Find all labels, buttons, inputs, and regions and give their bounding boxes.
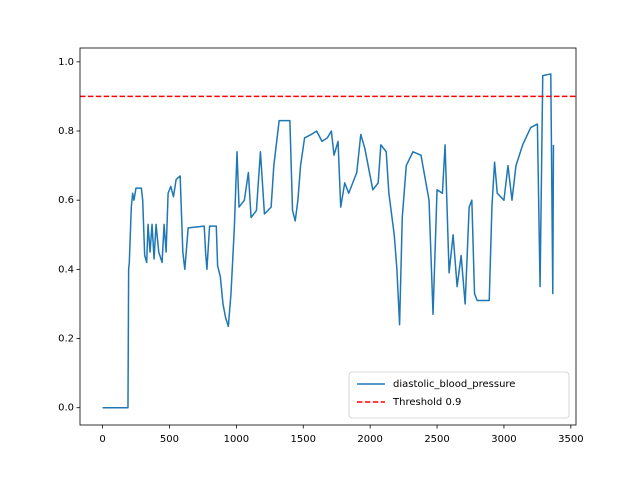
- x-tick-label: 3500: [558, 434, 583, 445]
- y-tick-label: 0.6: [58, 195, 74, 206]
- legend-label: Threshold 0.9: [392, 397, 461, 408]
- data-line: [102, 73, 555, 409]
- legend-label: diastolic_blood_pressure: [393, 379, 515, 390]
- x-tick-label: 0: [99, 434, 105, 445]
- x-tick-label: 1000: [224, 434, 249, 445]
- y-tick-label: 0.2: [58, 334, 74, 345]
- x-tick-label: 3000: [491, 434, 516, 445]
- y-tick-label: 1.0: [58, 57, 74, 68]
- y-tick-label: 0.4: [58, 264, 74, 275]
- axes-frame: [79, 47, 577, 426]
- x-tick-label: 500: [160, 434, 179, 445]
- legend-box: [348, 371, 570, 419]
- x-tick-label: 1500: [291, 434, 316, 445]
- x-tick-label: 2500: [424, 434, 449, 445]
- y-tick-label: 0.0: [58, 403, 74, 414]
- y-tick-label: 0.8: [58, 126, 74, 137]
- x-tick-label: 2000: [357, 434, 382, 445]
